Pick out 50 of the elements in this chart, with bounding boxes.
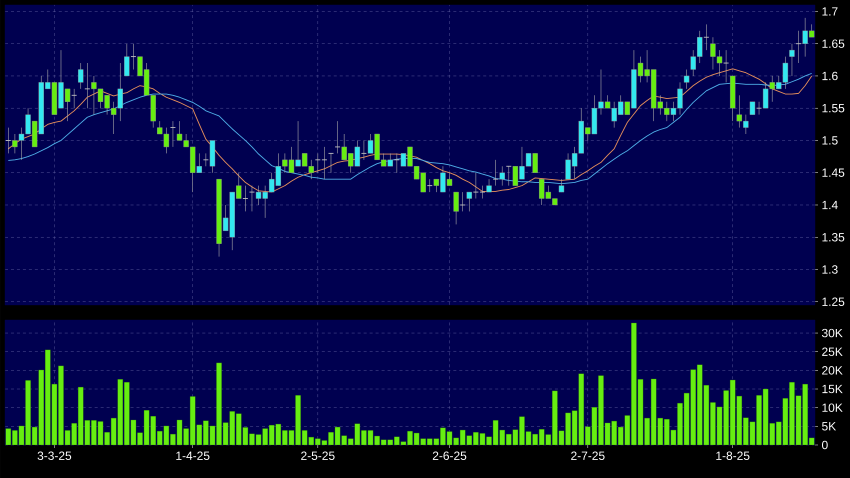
candlestick <box>202 153 209 167</box>
candlestick <box>5 127 12 154</box>
candlestick <box>84 62 90 109</box>
y-tick-label: 20K <box>822 366 843 375</box>
y-tick-label: 1.3 <box>822 265 838 274</box>
candlestick <box>466 192 472 212</box>
y-tick-label: 5K <box>822 422 836 430</box>
y-tick-label: 1.6 <box>822 72 838 80</box>
x-tick-label: 2-7-25 <box>571 452 605 460</box>
y-tick-label: 1.65 <box>822 39 844 48</box>
y-tick-label: 1.5 <box>822 136 838 145</box>
candlestick <box>130 43 136 70</box>
y-tick-label: 1.7 <box>822 7 838 16</box>
candlestick <box>394 153 400 174</box>
x-tick-label: 2-5-25 <box>301 452 335 460</box>
x-tick-label: 3-3-25 <box>38 452 72 460</box>
candlestick <box>426 178 433 192</box>
y-tick-label: 1.4 <box>822 200 838 210</box>
candlestick <box>684 69 690 90</box>
candlestick <box>796 30 802 64</box>
y-tick-label: 10K <box>822 403 843 412</box>
x-tick-label: 1-8-25 <box>716 452 750 460</box>
candlestick <box>334 120 341 154</box>
candlestick <box>328 152 334 174</box>
candlestick <box>249 185 255 212</box>
y-tick-label: 1.35 <box>822 233 844 242</box>
candlestick <box>71 88 78 109</box>
x-tick-label: 2-6-25 <box>432 452 466 460</box>
x-tick-label: 1-4-25 <box>176 452 210 460</box>
candlestick <box>170 120 176 148</box>
candlestick <box>750 101 756 115</box>
y-tick-label: 25K <box>822 347 843 356</box>
candlestick <box>453 192 459 225</box>
candlestick <box>492 160 499 186</box>
candlestick <box>460 192 466 212</box>
candlestick <box>558 178 564 192</box>
candlestick <box>723 50 730 83</box>
y-tick-label: 1.55 <box>822 104 844 112</box>
candlestick <box>789 43 795 76</box>
candlestick <box>500 166 505 186</box>
candlestick <box>78 62 84 90</box>
y-tick-label: 1.25 <box>822 298 844 306</box>
candlestick <box>242 185 248 212</box>
y-tick-label: 1.45 <box>822 168 844 177</box>
y-tick-label: 15K <box>822 384 843 394</box>
candlestick <box>360 140 367 160</box>
candlestick <box>486 178 492 192</box>
candlestick <box>124 43 130 76</box>
y-tick-label: 0 <box>822 440 828 450</box>
y-tick-label: 30K <box>822 328 843 338</box>
